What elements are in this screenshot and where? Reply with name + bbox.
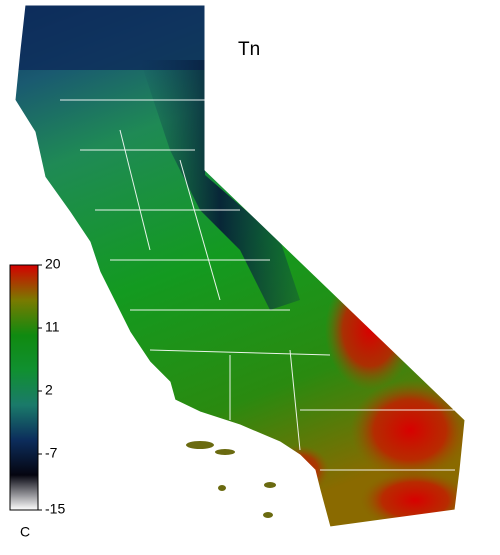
colorbar-unit: C <box>20 524 30 540</box>
colorbar-tick-label: 2 <box>45 382 53 398</box>
colorbar-tick-label: 20 <box>45 256 61 272</box>
colorbar-tick-label: 11 <box>45 319 60 335</box>
map-title: Tn <box>238 39 260 60</box>
state-border <box>14 4 466 528</box>
islands <box>186 441 276 518</box>
colorbar-tick-label: -15 <box>45 501 65 517</box>
colorbar <box>9 264 39 511</box>
colorbar-tick-label: -7 <box>45 445 58 461</box>
